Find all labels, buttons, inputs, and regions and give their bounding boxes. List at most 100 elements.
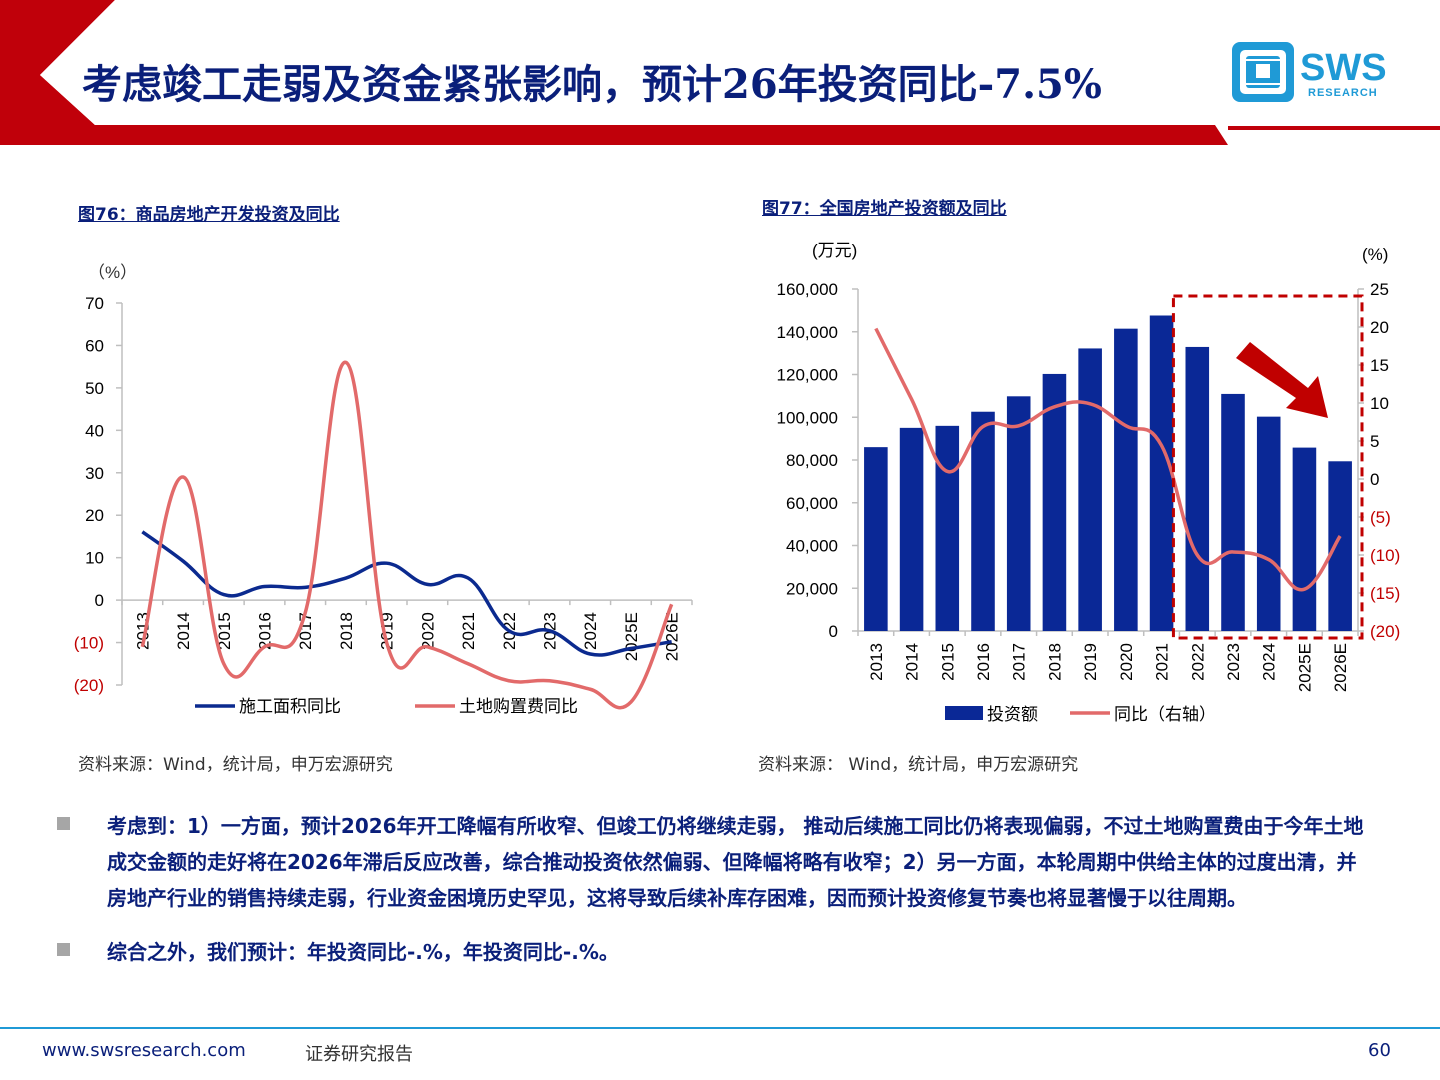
y-tick-label-left: 0 bbox=[829, 622, 838, 641]
square-bullet-icon bbox=[57, 943, 70, 956]
legend-label-bar: 投资额 bbox=[987, 705, 1038, 724]
x-tick-label: 2020 bbox=[1117, 643, 1136, 681]
x-tick-label: 2022 bbox=[1188, 643, 1207, 681]
y-tick-label-left: 140,000 bbox=[777, 323, 838, 342]
logo-mark-icon bbox=[1232, 42, 1294, 102]
x-tick-label: 2015 bbox=[215, 612, 234, 650]
bar bbox=[971, 411, 995, 631]
x-tick-label: 2024 bbox=[581, 612, 600, 650]
legend-swatch-bar bbox=[945, 706, 983, 720]
bar bbox=[935, 425, 960, 631]
legend-label-line: 同比（右轴） bbox=[1114, 705, 1216, 724]
y-tick-label: 50 bbox=[85, 379, 104, 398]
y-axis-label: （%） bbox=[88, 263, 137, 282]
x-tick-label: 2014 bbox=[174, 612, 193, 650]
y-tick-label-right: 25 bbox=[1370, 280, 1389, 299]
bar bbox=[1185, 346, 1210, 631]
y-tick-label: (10) bbox=[74, 634, 104, 653]
bar bbox=[1006, 396, 1031, 631]
x-tick-label: 2026E bbox=[1331, 643, 1350, 692]
y-tick-label: 20 bbox=[85, 506, 104, 525]
y-tick-label: 40 bbox=[85, 421, 104, 440]
bar bbox=[1328, 461, 1352, 631]
x-tick-label: 2016 bbox=[974, 643, 993, 681]
x-tick-label: 2023 bbox=[1224, 643, 1243, 681]
y-tick-label-right: (20) bbox=[1370, 622, 1400, 641]
bar bbox=[1114, 328, 1138, 631]
x-tick-label: 2014 bbox=[903, 643, 922, 681]
bullet-text: 考虑到：1）一方面，预计2026年开工降幅有所收窄、但竣工仍将继续走弱， 推动后… bbox=[107, 814, 1364, 910]
series-line-1 bbox=[141, 530, 672, 657]
square-bullet-icon bbox=[57, 817, 70, 830]
chart-77: (万元) (%) 160,000 140,000 120,000 100,000 80,00… bbox=[777, 241, 1401, 724]
bullet-item: 考虑到：1）一方面，预计2026年开工降幅有所收窄、但竣工仍将继续走弱， 推动后… bbox=[55, 808, 1375, 916]
logo-text: SWS bbox=[1300, 47, 1387, 89]
y-tick-label-left: 120,000 bbox=[777, 366, 838, 385]
y-tick-label: 70 bbox=[85, 294, 104, 313]
bar bbox=[1149, 315, 1174, 631]
page-title: 考虑竣工走弱及资金紧张影响，预计26年投资同比-7.5% bbox=[82, 61, 1102, 108]
x-tick-label: 2021 bbox=[459, 612, 478, 650]
footer-url[interactable]: www.swsresearch.com bbox=[42, 1040, 246, 1061]
y-tick-label: 60 bbox=[85, 336, 104, 355]
logo-subtext: RESEARCH bbox=[1308, 87, 1378, 99]
header-band bbox=[0, 0, 1440, 145]
x-tick-label: 2025E bbox=[1295, 643, 1314, 692]
x-tick-label: 2019 bbox=[1081, 643, 1100, 681]
bar bbox=[864, 447, 888, 631]
x-tick-label: 2018 bbox=[1045, 643, 1064, 681]
y-tick-label-left: 160,000 bbox=[777, 280, 838, 299]
x-tick-label: 2015 bbox=[938, 643, 957, 681]
fig77-title: 图77：全国房地产投资额及同比 bbox=[762, 199, 1007, 219]
bullet-text: 综合之外，我们预计：年投资同比-.%，年投资同比-.%。 bbox=[107, 940, 619, 964]
bar bbox=[1292, 447, 1317, 631]
y-axis-label-left: (万元) bbox=[812, 241, 857, 260]
series-line-2 bbox=[140, 360, 674, 710]
y-tick-label-right: 15 bbox=[1370, 356, 1389, 375]
x-tick-label: 2025E bbox=[622, 612, 641, 661]
x-tick-label: 2016 bbox=[256, 612, 275, 650]
x-tick-label: 2020 bbox=[418, 612, 437, 650]
sws-logo: SWS RESEARCH bbox=[1232, 42, 1387, 102]
bullet-list: 考虑到：1）一方面，预计2026年开工降幅有所收窄、但竣工仍将继续走弱， 推动后… bbox=[55, 808, 1375, 988]
bar bbox=[1221, 393, 1245, 631]
y-tick-label: 0 bbox=[95, 591, 104, 610]
bullet-item: 综合之外，我们预计：年投资同比-.%，年投资同比-.%。 bbox=[55, 934, 1375, 970]
y-tick-label-right: 20 bbox=[1370, 318, 1389, 337]
y-tick-label-left: 20,000 bbox=[786, 579, 838, 598]
highlight-box bbox=[1171, 294, 1364, 640]
y-tick-label-right: 10 bbox=[1370, 394, 1389, 413]
fig76-source: 资料来源：Wind，统计局，申万宏源研究 bbox=[78, 755, 393, 775]
y-tick-label: (20) bbox=[74, 676, 104, 695]
fig76-title: 图76：商品房地产开发投资及同比 bbox=[78, 205, 340, 225]
y-tick-label-left: 60,000 bbox=[786, 494, 838, 513]
legend-label-2: 土地购置费同比 bbox=[459, 697, 578, 716]
x-tick-label: 2021 bbox=[1153, 643, 1172, 681]
y-tick-label-right: 5 bbox=[1370, 432, 1379, 451]
y-tick-label: 30 bbox=[85, 464, 104, 483]
x-tick-label: 2013 bbox=[867, 643, 886, 681]
y-tick-label-left: 80,000 bbox=[786, 451, 838, 470]
x-tick-label: 2017 bbox=[1010, 643, 1029, 681]
y-tick-label-right: 0 bbox=[1370, 470, 1379, 489]
fig77-source: 资料来源： Wind，统计局，申万宏源研究 bbox=[758, 755, 1079, 775]
page-number: 60 bbox=[1368, 1040, 1391, 1061]
x-tick-label: 2026E bbox=[663, 612, 682, 661]
bar bbox=[899, 427, 924, 631]
down-arrow-icon bbox=[1236, 342, 1328, 418]
footer-label: 证券研究报告 bbox=[305, 1044, 413, 1065]
y-tick-label: 10 bbox=[85, 549, 104, 568]
x-tick-label: 2024 bbox=[1260, 643, 1279, 681]
y-tick-label-right: (15) bbox=[1370, 584, 1400, 603]
bar bbox=[1042, 373, 1067, 631]
bar bbox=[1256, 416, 1281, 631]
bar bbox=[1078, 348, 1102, 631]
y-axis-label-right: (%) bbox=[1362, 245, 1388, 264]
y-tick-label-left: 100,000 bbox=[777, 408, 838, 427]
y-tick-label-right: (5) bbox=[1370, 508, 1391, 527]
y-tick-label-left: 40,000 bbox=[786, 537, 838, 556]
footer-divider bbox=[0, 1027, 1440, 1029]
x-tick-label: 2018 bbox=[337, 612, 356, 650]
y-tick-label-right: (10) bbox=[1370, 546, 1400, 565]
